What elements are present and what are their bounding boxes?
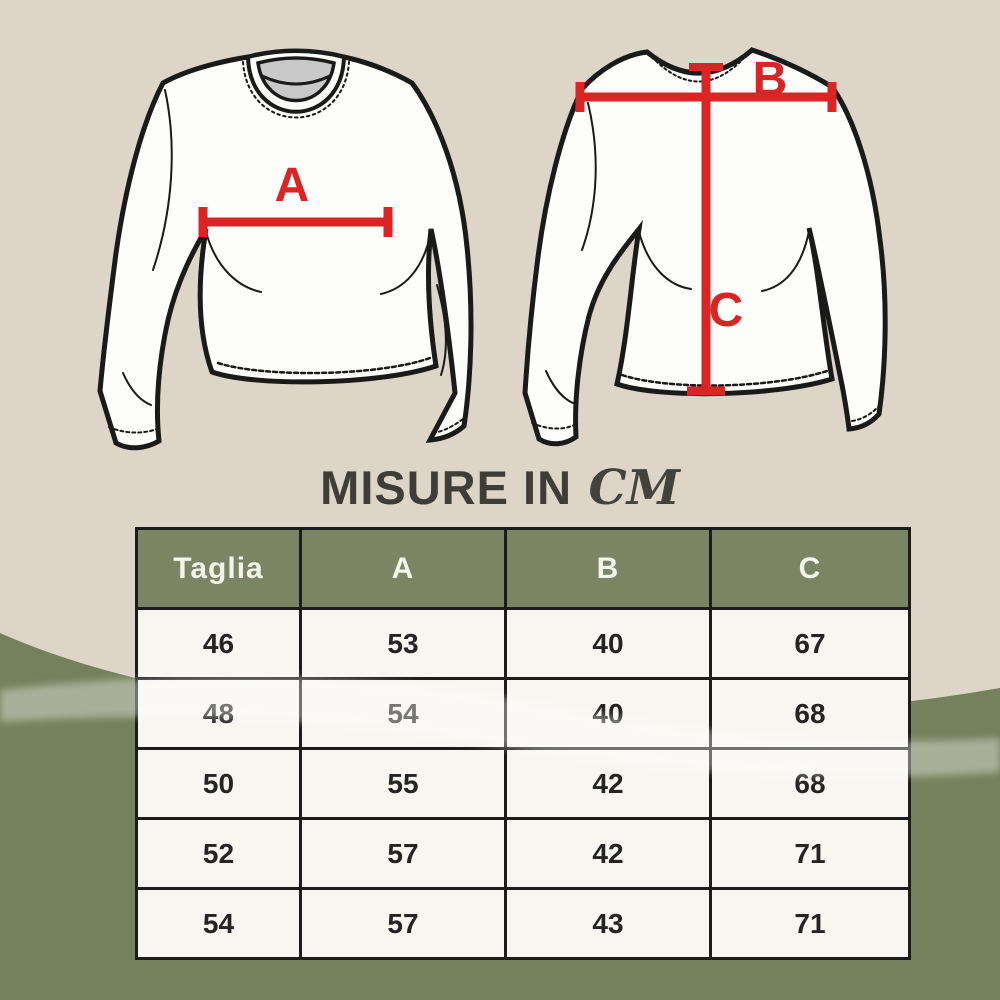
front-right-cuff-stitching	[432, 418, 464, 434]
front-fold-line	[152, 89, 173, 271]
table-row: 46 53 40 67	[135, 607, 911, 680]
table-header-row: Taglia A B C	[135, 527, 911, 610]
measure-b-label: B	[752, 53, 788, 106]
cell-a: 53	[299, 607, 507, 680]
cell-b: 40	[504, 677, 712, 750]
back-neck-stitching	[655, 58, 744, 83]
front-hem-stitching	[216, 356, 432, 375]
back-fold-line	[581, 102, 597, 251]
table-row: 48 54 40 68	[135, 677, 911, 750]
cell-c: 71	[709, 817, 911, 890]
cell-b: 40	[504, 607, 712, 680]
title-unit: CM	[588, 460, 680, 516]
table-row: 52 57 42 71	[135, 817, 911, 890]
front-fold-line	[380, 231, 432, 295]
back-hem-stitching	[620, 369, 829, 387]
cell-a: 55	[299, 747, 507, 820]
back-left-cuff-stitching	[531, 422, 575, 430]
cell-b: 42	[504, 817, 712, 890]
cell-a: 57	[299, 887, 507, 960]
cell-size: 52	[135, 817, 302, 890]
size-table: Taglia A B C 46 53 40 67 48 54 40 68 50 …	[135, 527, 911, 960]
cell-a: 54	[299, 677, 507, 750]
page-title: MISURE IN CM	[0, 460, 1000, 516]
header-taglia: Taglia	[135, 527, 302, 610]
table-row: 54 57 43 71	[135, 887, 911, 960]
back-fold-line	[638, 231, 692, 290]
header-c: C	[709, 527, 911, 610]
back-fold-line	[545, 370, 574, 404]
cell-c: 67	[709, 607, 911, 680]
header-b: B	[504, 527, 712, 610]
cell-size: 50	[135, 747, 302, 820]
cell-c: 68	[709, 747, 911, 820]
cell-a: 57	[299, 817, 507, 890]
header-a: A	[299, 527, 507, 610]
front-collar-inner	[256, 56, 336, 103]
back-garment-illustration	[522, 47, 888, 447]
front-left-cuff-stitching	[108, 426, 158, 434]
front-fold-line	[436, 284, 447, 376]
back-fold-line	[761, 230, 810, 292]
front-collar-seam	[260, 74, 332, 86]
cell-size: 46	[135, 607, 302, 680]
back-right-cuff-stitching	[851, 406, 879, 422]
front-collar-stitching	[242, 61, 350, 119]
cell-c: 71	[709, 887, 911, 960]
measure-c-label: C	[708, 284, 744, 337]
title-text: MISURE IN	[320, 461, 573, 514]
cell-c: 68	[709, 677, 911, 750]
front-fold-line	[205, 231, 262, 293]
front-garment-illustration	[97, 48, 474, 451]
front-body-outline	[97, 48, 474, 451]
cell-size: 54	[135, 887, 302, 960]
measure-a-label: A	[274, 159, 310, 212]
cell-size: 48	[135, 677, 302, 750]
cell-b: 43	[504, 887, 712, 960]
front-fold-line	[122, 372, 152, 406]
cell-b: 42	[504, 747, 712, 820]
table-row: 50 55 42 68	[135, 747, 911, 820]
